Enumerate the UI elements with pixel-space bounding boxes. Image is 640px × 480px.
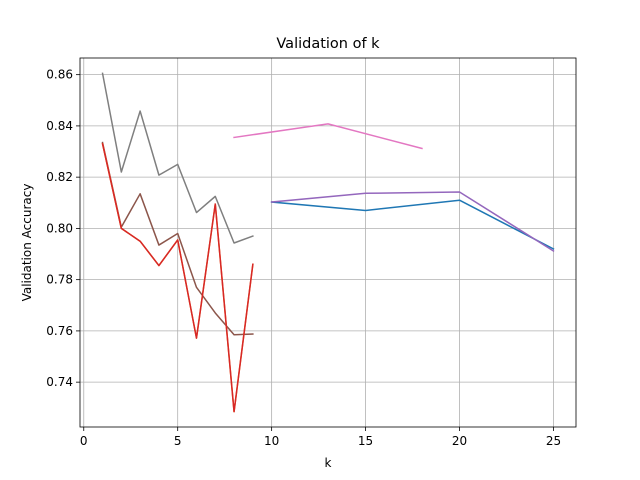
series-line-5 [101, 72, 254, 244]
y-axis-label: Validation Accuracy [20, 184, 34, 302]
y-tick-label: 0.86 [46, 68, 73, 82]
series-layer [101, 72, 555, 413]
y-tick-label: 0.76 [46, 324, 73, 338]
y-tick-label: 0.74 [46, 375, 73, 389]
y-tick-label: 0.80 [46, 221, 73, 235]
grid [80, 58, 576, 427]
x-axis: 0 5 10 15 20 25 [80, 427, 561, 448]
x-tick-label: 0 [80, 434, 88, 448]
plot-frame [79, 57, 577, 428]
y-axis: 0.74 0.76 0.78 0.80 0.82 0.84 0.86 [46, 68, 80, 389]
series-line-4 [101, 142, 254, 413]
x-tick-label: 20 [452, 434, 467, 448]
series-line-1 [270, 199, 555, 250]
x-axis-label: k [325, 456, 332, 470]
y-tick-label: 0.78 [46, 273, 73, 287]
x-tick-label: 25 [546, 434, 561, 448]
x-tick-label: 10 [264, 434, 279, 448]
series-line-7 [270, 191, 555, 252]
series-line-2 [101, 141, 254, 336]
y-tick-label: 0.82 [46, 170, 73, 184]
series-line-6 [233, 123, 423, 150]
chart-title: Validation of k [276, 36, 380, 52]
y-tick-label: 0.84 [46, 119, 73, 133]
x-tick-label: 5 [174, 434, 182, 448]
x-tick-label: 15 [358, 434, 373, 448]
